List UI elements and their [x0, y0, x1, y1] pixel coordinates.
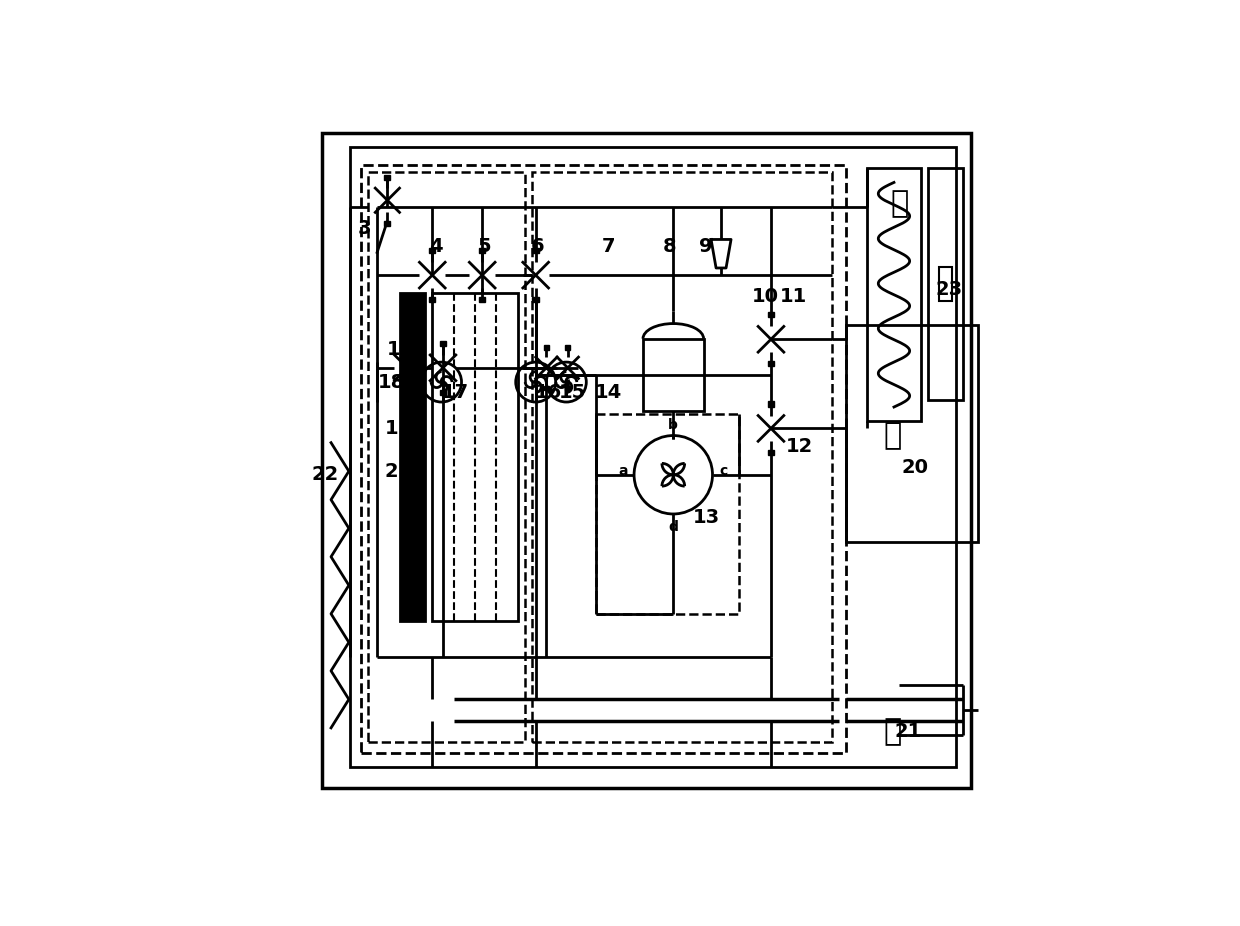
Bar — [532, 171, 832, 742]
Text: b: b — [668, 418, 678, 432]
Text: 8: 8 — [663, 237, 677, 257]
Bar — [433, 293, 518, 621]
Bar — [404, 341, 410, 346]
Bar — [532, 248, 539, 254]
Bar — [543, 386, 549, 390]
Text: 17: 17 — [443, 383, 470, 402]
Bar — [596, 414, 739, 614]
Bar — [940, 267, 952, 301]
Bar — [440, 390, 446, 394]
Bar — [768, 361, 774, 367]
Bar — [768, 450, 774, 456]
Text: c: c — [719, 464, 728, 478]
Bar — [384, 221, 391, 226]
Bar — [928, 169, 963, 400]
Bar — [867, 169, 921, 421]
Text: 9: 9 — [698, 237, 712, 257]
Text: 20: 20 — [901, 458, 929, 477]
Text: 1: 1 — [384, 419, 398, 438]
Text: 热: 热 — [883, 717, 901, 746]
Text: 18: 18 — [378, 372, 405, 392]
Bar — [479, 297, 485, 302]
Text: 13: 13 — [693, 508, 720, 527]
Bar — [846, 325, 978, 543]
Text: 3: 3 — [358, 219, 371, 238]
Bar — [543, 345, 549, 350]
Bar — [565, 386, 570, 390]
Text: 14: 14 — [595, 383, 622, 402]
Bar — [404, 390, 410, 394]
Text: 10: 10 — [751, 287, 779, 306]
Text: 11: 11 — [780, 287, 807, 306]
Bar — [532, 297, 539, 302]
Bar — [350, 146, 956, 767]
Text: 23: 23 — [936, 280, 962, 299]
Text: 16: 16 — [534, 383, 562, 402]
Text: 19: 19 — [387, 341, 414, 359]
Bar — [644, 339, 703, 410]
Text: 2: 2 — [384, 462, 398, 481]
Bar — [768, 312, 774, 318]
Bar — [368, 171, 525, 742]
Text: 4: 4 — [429, 237, 443, 257]
Text: 6: 6 — [531, 237, 544, 257]
Text: 22: 22 — [311, 465, 339, 484]
Bar — [429, 297, 435, 302]
Bar — [384, 175, 391, 180]
Text: 5: 5 — [477, 237, 491, 257]
Bar — [401, 293, 425, 621]
Bar — [768, 402, 774, 407]
Bar — [440, 341, 446, 346]
Bar — [479, 248, 485, 254]
Bar — [361, 165, 846, 753]
Bar — [565, 345, 570, 350]
Text: 21: 21 — [894, 722, 921, 741]
Text: 电: 电 — [890, 189, 909, 219]
Text: 冷: 冷 — [883, 421, 901, 450]
Text: 15: 15 — [559, 383, 587, 402]
Text: 12: 12 — [786, 437, 813, 456]
Text: d: d — [668, 519, 678, 533]
Bar — [429, 248, 435, 254]
Text: a: a — [619, 464, 629, 478]
Text: 7: 7 — [601, 237, 615, 257]
